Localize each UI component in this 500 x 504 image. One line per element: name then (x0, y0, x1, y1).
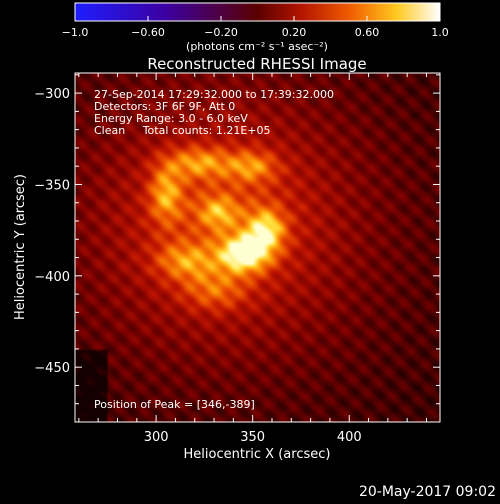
colorbar-units-label: (photons cm⁻² s⁻¹ asec⁻²) (186, 40, 328, 53)
heatmap-layer (75, 73, 440, 422)
peak-marker (244, 255, 246, 257)
y-tick-label: −350 (34, 178, 70, 193)
colorbar-tick-label: 1.0 (431, 26, 449, 39)
annotation-clean-counts: Clean Total counts: 1.21E+05 (94, 124, 271, 137)
x-tick-label: 400 (337, 430, 362, 445)
x-tick-label: 350 (240, 430, 265, 445)
colorbar-tick-label: −1.0 (62, 26, 89, 39)
y-tick-label: −300 (34, 87, 70, 102)
x-axis: 300 350 400 (78, 73, 427, 445)
plot-frame (74, 72, 441, 423)
annotation-energy-range: Energy Range: 3.0 - 6.0 keV (94, 112, 248, 125)
heatmap-image (75, 73, 440, 422)
colorbar-tick-label: 0.60 (355, 26, 380, 39)
colorbar-ticks: −1.0 −0.60 −0.20 0.20 0.60 1.0 (62, 16, 449, 39)
y-tick-label: −450 (34, 361, 70, 376)
colorbar-tick-label: −0.60 (131, 26, 165, 39)
y-tick-label: −400 (34, 270, 70, 285)
annotation-time-range: 27-Sep-2014 17:29:32.000 to 17:39:32.000 (94, 88, 334, 101)
annotation-detectors: Detectors: 3F 6F 9F, Att 0 (94, 100, 235, 113)
chart-title: Reconstructed RHESSI Image (147, 55, 366, 73)
colorbar-frame (74, 2, 441, 22)
x-tick-label: 300 (144, 430, 169, 445)
x-axis-label: Heliocentric X (arcsec) (184, 447, 331, 462)
annotation-block: 27-Sep-2014 17:29:32.000 to 17:39:32.000… (94, 88, 334, 137)
peak-position-label: Position of Peak = [346,-389] (94, 398, 255, 411)
colorbar (75, 3, 440, 21)
colorbar-tick-label: 0.20 (282, 26, 307, 39)
y-axis: −300 −350 −400 −450 (34, 74, 440, 423)
colorbar-tick-label: −0.20 (204, 26, 238, 39)
y-axis-label: Heliocentric Y (arcsec) (13, 174, 28, 320)
footer-date: 20-May-2017 09:02 (359, 484, 496, 500)
